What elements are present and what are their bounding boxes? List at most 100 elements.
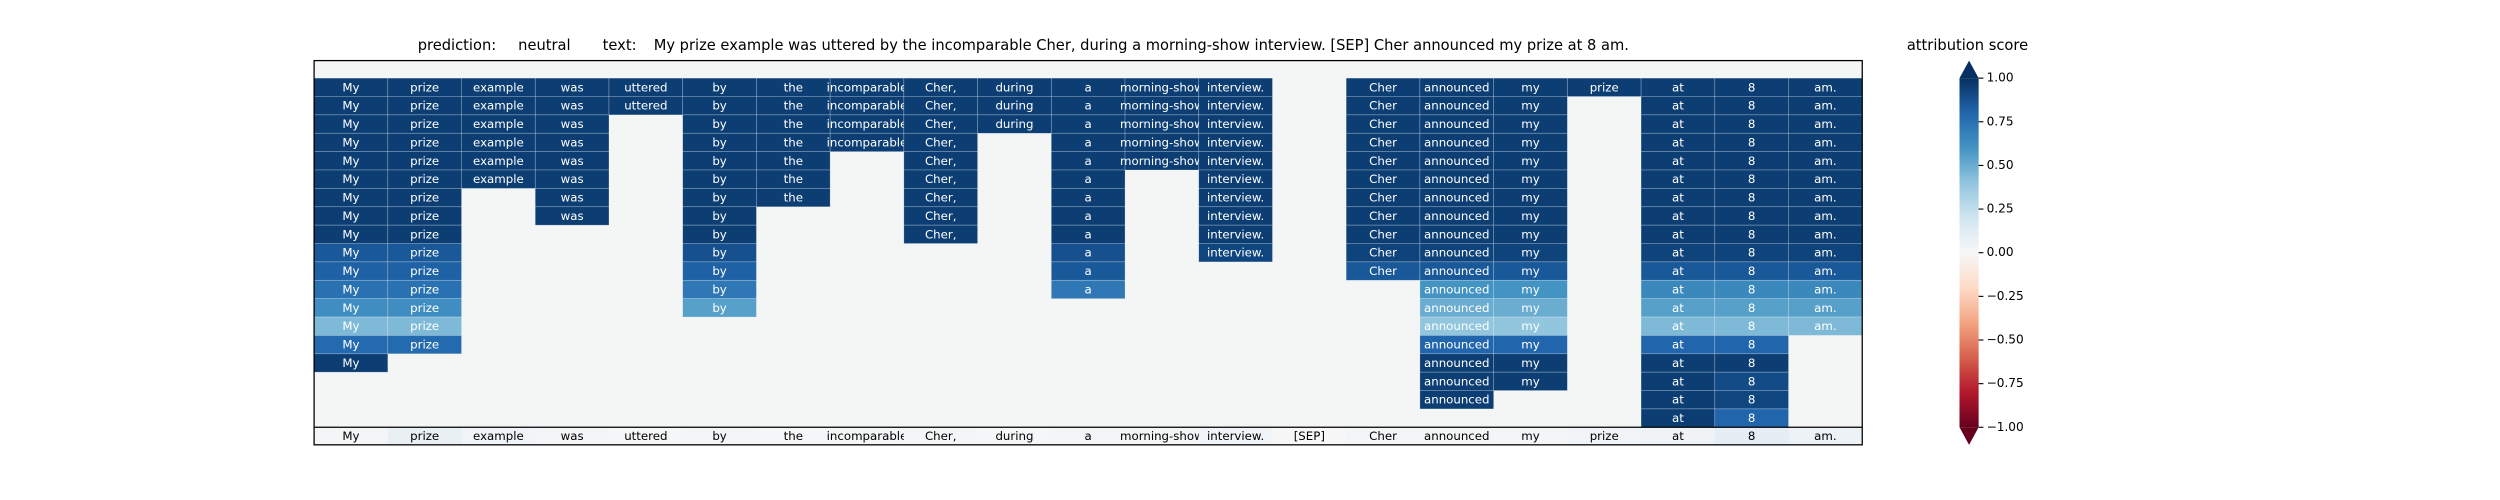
cell-token: Cher (1369, 80, 1397, 94)
cell-token: uttered (624, 99, 667, 113)
cell-token: incomparable (827, 99, 908, 113)
cell-token: Cher (1369, 191, 1397, 205)
cell-token: My (342, 356, 359, 370)
cell (1198, 77, 1273, 97)
cell (756, 188, 831, 208)
cell-token: prize (410, 99, 439, 113)
base-token: Cher, (925, 429, 957, 443)
cell-token: a (1085, 80, 1092, 94)
base-token: prize (1590, 429, 1619, 443)
cell-token: 8 (1748, 411, 1756, 425)
cell (756, 77, 831, 97)
base-token: am. (1814, 429, 1836, 443)
colorbar-tick-label: −0.25 (1987, 289, 2024, 303)
cell-token: announced (1424, 393, 1490, 407)
cell-token: a (1085, 209, 1092, 223)
base-token: during (995, 429, 1033, 443)
cell-token: announced (1424, 282, 1490, 296)
cell-token: announced (1424, 172, 1490, 186)
cell-token: am. (1814, 301, 1836, 315)
cell-token: my (1521, 246, 1539, 260)
cell-token: the (784, 135, 803, 149)
cell-token: prize (410, 191, 439, 205)
base-cell (1714, 427, 1789, 445)
cell-token: my (1521, 191, 1539, 205)
cell-token: at (1672, 411, 1684, 425)
cell-token: by (712, 80, 726, 94)
cell-token: by (712, 117, 726, 131)
base-token: incomparable (827, 429, 908, 443)
cell-token: 8 (1748, 99, 1756, 113)
cell-token: My (342, 117, 359, 131)
cell-token: 8 (1748, 246, 1756, 260)
cell-token: announced (1424, 227, 1490, 241)
colorbar-tick-label: 0.50 (1987, 158, 2014, 172)
cell-token: announced (1424, 319, 1490, 333)
cell-token: announced (1424, 99, 1490, 113)
cell-token: My (342, 135, 359, 149)
cell-token: incomparable (827, 117, 908, 131)
cell-token: 8 (1748, 393, 1756, 407)
cell-token: at (1672, 338, 1684, 352)
cell-token: prize (410, 172, 439, 186)
cell-token: my (1521, 117, 1539, 131)
colorbar-tick-label: 0.25 (1987, 202, 2014, 216)
cell-token: Cher (1369, 135, 1397, 149)
cell-token: prize (1590, 80, 1619, 94)
cell-token: example (473, 117, 524, 131)
cell-token: am. (1814, 117, 1836, 131)
cell-token: prize (410, 209, 439, 223)
cell-token: am. (1814, 282, 1836, 296)
base-token: at (1672, 429, 1684, 443)
cell-token: uttered (624, 80, 667, 94)
base-cell (1051, 427, 1126, 445)
base-cell (1272, 427, 1347, 445)
cell-token: Cher (1369, 227, 1397, 241)
cell-token: was (561, 80, 584, 94)
text-label: text: (603, 37, 637, 54)
cell-token: was (561, 154, 584, 168)
cell-token: during (995, 99, 1033, 113)
cell-token: interview. (1207, 246, 1264, 260)
cell-token: a (1085, 227, 1092, 241)
colorbar-tick-label: 0.75 (1987, 114, 2014, 128)
cell-token: the (784, 154, 803, 168)
cell-token: Cher, (925, 191, 957, 205)
cell-token: My (342, 227, 359, 241)
base-token: 8 (1748, 429, 1756, 443)
prediction: neutral (518, 37, 570, 54)
cell-token: a (1085, 282, 1092, 296)
base-token: [SEP] (1294, 429, 1325, 443)
cell-token: my (1521, 301, 1539, 315)
cell-token: at (1672, 264, 1684, 278)
cell-token: my (1521, 135, 1539, 149)
cell (1050, 279, 1126, 299)
cell-token: a (1085, 172, 1092, 186)
cell-token: Cher (1369, 264, 1397, 278)
cell (903, 224, 978, 244)
cell-token: 8 (1748, 338, 1756, 352)
cell-token: example (473, 80, 524, 94)
cell-token: 8 (1748, 319, 1756, 333)
cell-token: Cher, (925, 99, 957, 113)
cell-token: the (784, 80, 803, 94)
base-cell (977, 427, 1052, 445)
cell-token: My (342, 209, 359, 223)
cell-token: announced (1424, 338, 1490, 352)
cell (1198, 243, 1273, 263)
base-token: a (1085, 429, 1092, 443)
cell-token: interview. (1207, 227, 1264, 241)
cell-token: Cher, (925, 209, 957, 223)
cell-token: am. (1814, 99, 1836, 113)
cell-token: Cher (1369, 99, 1397, 113)
cell-token: announced (1424, 154, 1490, 168)
base-cell (1346, 427, 1420, 445)
base-token: Cher (1369, 429, 1397, 443)
cell-token: interview. (1207, 135, 1264, 149)
cell-token: am. (1814, 80, 1836, 94)
cell-token: my (1521, 282, 1539, 296)
cell (1493, 371, 1568, 391)
cell-token: 8 (1748, 172, 1756, 186)
cell-token: announced (1424, 264, 1490, 278)
cell-token: Cher, (925, 80, 957, 94)
